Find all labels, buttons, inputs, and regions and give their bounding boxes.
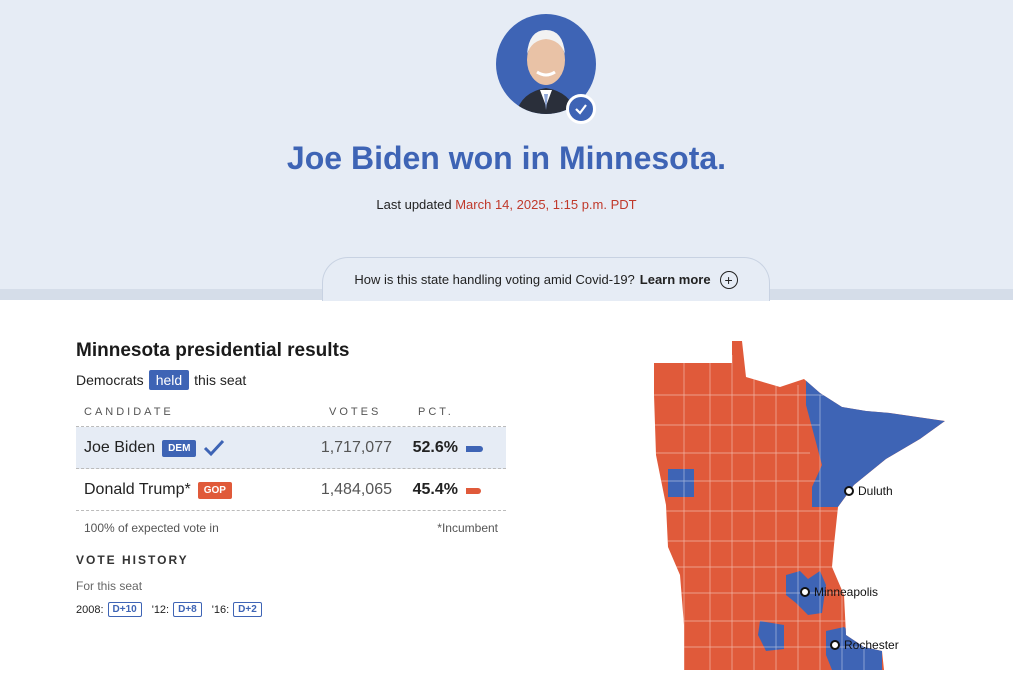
col-pct: PCT. bbox=[418, 406, 454, 418]
results-header: Joe Biden won in Minnesota. Last updated… bbox=[0, 0, 1013, 301]
city-marker bbox=[844, 486, 854, 496]
winner-check-icon bbox=[204, 439, 225, 457]
history-margin: D+10 bbox=[107, 602, 142, 617]
candidate-avatar bbox=[496, 14, 596, 124]
held-line: Democrats held this seat bbox=[76, 370, 506, 390]
city-label-duluth: Duluth bbox=[858, 484, 893, 498]
col-candidate: CANDIDATE bbox=[84, 406, 174, 418]
party-badge: DEM bbox=[162, 439, 197, 457]
city-marker bbox=[830, 640, 840, 650]
tab-mask bbox=[323, 289, 769, 300]
vote-count: 1,484,065 bbox=[320, 481, 392, 498]
history-margin: D+2 bbox=[233, 602, 262, 617]
history-year: '16: bbox=[211, 603, 230, 616]
avatar-photo bbox=[496, 14, 596, 114]
table-row: Donald Trump* GOP 1,484,065 45.4% bbox=[76, 469, 506, 511]
city-label-minneapolis: Minneapolis bbox=[814, 585, 879, 599]
candidate-name: Donald Trump* bbox=[84, 481, 191, 498]
expected-vote: 100% of expected vote in bbox=[84, 521, 219, 535]
history-year: 2008: bbox=[76, 603, 104, 616]
held-prefix: Democrats bbox=[76, 372, 144, 388]
history-margin: D+8 bbox=[173, 602, 202, 617]
updated-time: March 14, 2025, 1:15 p.m. PDT bbox=[455, 197, 637, 212]
plus-icon[interactable]: + bbox=[719, 270, 738, 289]
vote-history-subtitle: For this seat bbox=[76, 579, 143, 593]
minnesota-map[interactable] bbox=[620, 335, 1010, 670]
incumbent-note: *Incumbent bbox=[437, 521, 498, 535]
pct-bar bbox=[466, 488, 481, 494]
learn-more-link[interactable]: Learn more bbox=[639, 272, 711, 287]
table-footnote: 100% of expected vote in *Incumbent bbox=[76, 511, 506, 541]
county-map[interactable]: Duluth Minneapolis Rochester bbox=[620, 335, 1010, 670]
vote-count: 1,717,077 bbox=[320, 439, 392, 456]
held-suffix: this seat bbox=[194, 372, 247, 388]
city-label-rochester: Rochester bbox=[844, 638, 899, 652]
winner-check-icon bbox=[566, 94, 596, 124]
pct-bar bbox=[466, 446, 483, 452]
covid-text: How is this state handling voting amid C… bbox=[354, 272, 635, 287]
candidate-name-cell: Donald Trump* GOP bbox=[84, 481, 232, 499]
city-marker bbox=[800, 587, 810, 597]
last-updated: Last updated March 14, 2025, 1:15 p.m. P… bbox=[0, 197, 1013, 212]
candidate-name-cell: Joe Biden DEM bbox=[84, 439, 225, 457]
vote-pct: 52.6% bbox=[412, 439, 458, 456]
history-year: '12: bbox=[151, 603, 170, 616]
table-header: CANDIDATE VOTES PCT. bbox=[76, 403, 506, 427]
table-row: Joe Biden DEM 1,717,077 52.6% bbox=[76, 427, 506, 469]
vote-history-title: VOTE HISTORY bbox=[76, 553, 189, 567]
candidate-name: Joe Biden bbox=[84, 439, 156, 456]
vote-history-list: 2008: D+10 '12: D+8 '16: D+2 bbox=[76, 602, 506, 617]
updated-prefix: Last updated bbox=[376, 197, 452, 212]
party-badge: GOP bbox=[197, 481, 232, 499]
held-badge: held bbox=[148, 370, 190, 390]
vote-pct: 45.4% bbox=[412, 481, 458, 498]
results-panel: Minnesota presidential results Democrats… bbox=[76, 340, 506, 617]
col-votes: VOTES bbox=[329, 406, 382, 418]
page-title: Joe Biden won in Minnesota. bbox=[286, 140, 727, 176]
results-title: Minnesota presidential results bbox=[76, 340, 350, 361]
